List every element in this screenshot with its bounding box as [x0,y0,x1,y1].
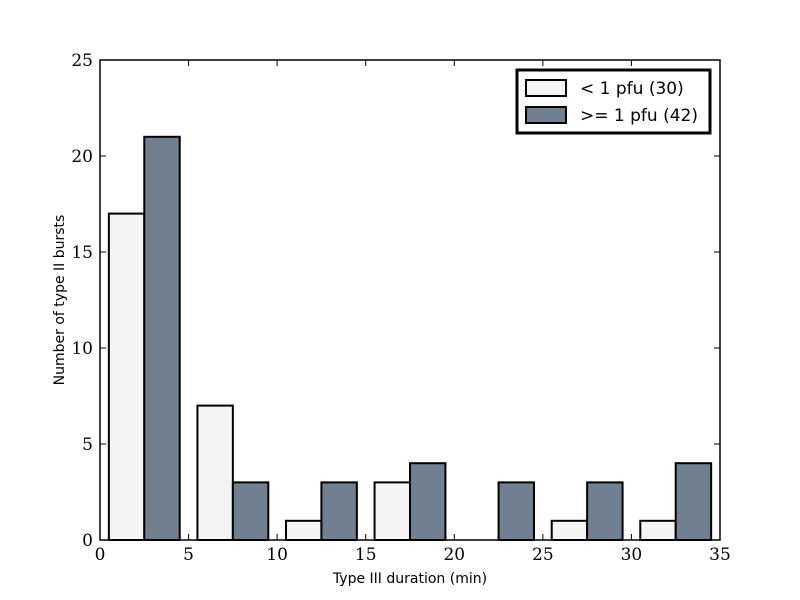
bar-series-1-bin-2 [320,481,358,541]
x-tick-label: 35 [709,545,731,565]
legend-label-1: >= 1 pfu (42) [580,106,698,126]
bars-layer [107,135,713,542]
bar-series-1-bin-3 [409,462,447,542]
x-tick-label: 15 [355,545,377,565]
bar-series-1-bin-4 [497,481,536,541]
y-tick-label: 20 [71,147,93,167]
legend: < 1 pfu (30) >= 1 pfu (42) [515,68,712,135]
ticks-layer: 0 5 10 15 20 25 30 35 0 5 10 15 20 25 [71,51,730,565]
x-tick-label: 0 [95,545,106,565]
x-tick-label: 25 [532,545,554,565]
bar-series-0-bin-6 [639,519,677,541]
bar-series-1-bin-1 [231,481,270,541]
legend-label-0: < 1 pfu (30) [580,79,684,99]
legend-swatch-0 [525,79,567,97]
x-tick-label: 10 [266,545,288,565]
legend-swatch-1 [525,106,567,124]
bar-series-1-bin-5 [586,481,624,541]
x-axis-title: Type III duration (min) [332,571,487,587]
bar-series-0-bin-2 [285,519,323,541]
y-axis-title: Number of type II bursts [52,215,68,386]
plot-frame [99,59,721,541]
y-tick-label: 5 [82,435,93,455]
y-tick-label: 25 [71,51,93,71]
x-tick-label: 5 [183,545,194,565]
bar-series-1-bin-6 [674,462,713,542]
y-tick-label: 15 [71,243,93,263]
x-tick-label: 20 [443,545,465,565]
y-tick-label: 10 [71,339,93,359]
x-tick-label: 30 [621,545,643,565]
y-tick-label: 0 [82,531,93,551]
bar-series-0-bin-0 [107,212,146,541]
bar-series-0-bin-3 [373,481,412,541]
bar-series-1-bin-0 [143,135,181,542]
bar-series-0-bin-5 [550,519,589,541]
bar-series-0-bin-1 [196,404,234,541]
